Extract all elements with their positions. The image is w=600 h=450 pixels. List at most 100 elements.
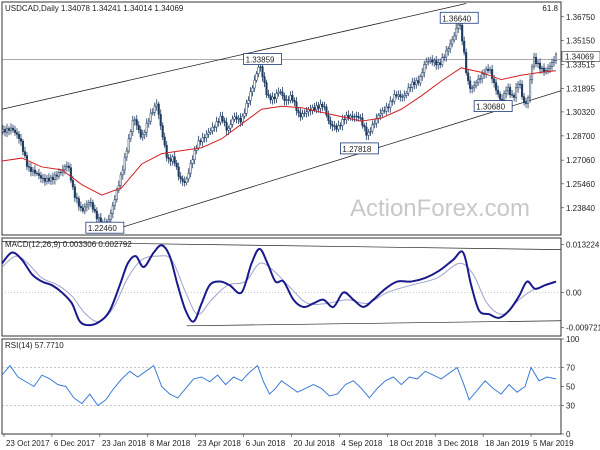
macd-trend-line-1 — [186, 320, 562, 327]
candle-body — [517, 83, 520, 89]
x-tick-label: 6 Dec 2017 — [54, 439, 95, 448]
candle-body — [41, 177, 44, 179]
candle-body — [479, 78, 482, 80]
rsi-y-tick-label: 70 — [566, 364, 575, 373]
x-tick-label: 3 Dec 2018 — [437, 439, 478, 448]
price-y-tick-label: 1.31895 — [566, 85, 595, 94]
price-annotation-label: 1.27818 — [342, 145, 371, 154]
candle-body — [125, 150, 128, 158]
candle-body — [449, 43, 452, 49]
candle-body — [405, 93, 408, 96]
candle-body — [373, 122, 376, 126]
candle-body — [285, 99, 288, 101]
candle-body — [175, 162, 178, 168]
candle-body — [249, 91, 252, 101]
candle-body — [129, 131, 132, 139]
candle-body — [77, 198, 80, 207]
x-tick-label: 18 Oct 2018 — [389, 439, 433, 448]
price-annotation-box — [243, 53, 282, 65]
candle-body — [53, 174, 56, 180]
candle-body — [445, 50, 448, 58]
price-annotation-label: 1.36640 — [442, 14, 471, 23]
x-tick-label: 20 Jul 2018 — [293, 439, 335, 448]
candle-body — [515, 87, 518, 98]
candle-body — [135, 119, 138, 126]
candle-body — [281, 91, 284, 96]
price-y-tick-label: 1.25460 — [566, 180, 595, 189]
candle-body — [341, 119, 344, 127]
candle-body — [323, 106, 326, 108]
candle-body — [519, 83, 522, 85]
candle-body — [554, 54, 558, 62]
candle-body — [429, 59, 432, 62]
candle-body — [1, 129, 5, 132]
candle-body — [81, 207, 84, 212]
candle-body — [269, 95, 272, 101]
candle-body — [243, 112, 246, 117]
candle-body — [83, 206, 86, 212]
candle-body — [361, 117, 364, 126]
candle-body — [349, 115, 352, 119]
candle-body — [113, 199, 116, 207]
candle-body — [147, 120, 150, 124]
candle-body — [197, 140, 200, 149]
candle-body — [43, 178, 46, 182]
price-annotation-box — [339, 142, 379, 155]
candle-body — [5, 128, 9, 133]
candle-body — [525, 102, 528, 104]
candle-body — [231, 118, 234, 125]
macd-line — [1, 244, 557, 327]
x-tick-label: 23 Apr 2018 — [198, 439, 242, 448]
candle-body — [193, 150, 196, 160]
candle-body — [107, 219, 110, 222]
candle-body — [501, 99, 504, 101]
candle-body — [536, 62, 540, 65]
candle-body — [461, 24, 464, 42]
candle-body — [393, 94, 396, 102]
candle-body — [215, 121, 218, 128]
candle-body — [417, 80, 420, 84]
candle-body — [11, 127, 15, 131]
candle-body — [27, 166, 31, 168]
candle-body — [3, 129, 7, 133]
candle-body — [469, 80, 472, 89]
candle-body — [481, 73, 484, 79]
candle-body — [45, 177, 48, 182]
candle-body — [23, 151, 27, 156]
candle-body — [253, 79, 256, 89]
candle-body — [343, 119, 346, 121]
moving-average-line — [1, 67, 557, 196]
candle-body — [217, 121, 220, 123]
candle-body — [335, 125, 338, 130]
macd-panel-title: MACD(12,26,9) 0.003306 0.002792 — [5, 240, 132, 249]
candle-body — [119, 174, 122, 186]
candle-body — [283, 95, 286, 101]
candle-body — [57, 172, 60, 177]
candle-body — [63, 166, 66, 170]
candle-body — [415, 80, 418, 86]
candle-body — [13, 129, 17, 133]
candle-body — [33, 169, 36, 174]
candle-body — [29, 167, 32, 172]
candle-body — [385, 106, 388, 112]
price-y-tick-label: 1.23840 — [566, 204, 595, 213]
price-y-tick-label: 1.30320 — [566, 108, 595, 117]
candle-body — [455, 28, 458, 37]
candle-body — [171, 156, 174, 162]
price-y-tick-label: 1.28700 — [566, 132, 595, 141]
candle-body — [237, 117, 240, 120]
macd-y-tick-label: -0.009721 — [566, 324, 600, 333]
candle-body — [149, 112, 152, 122]
x-tick-label: 23 Oct 2017 — [6, 439, 50, 448]
candle-body — [65, 165, 68, 168]
candle-body — [299, 112, 302, 118]
candle-body — [141, 134, 144, 138]
macd-y-tick-label: 0.013224 — [566, 240, 600, 249]
candle-body — [275, 93, 278, 100]
candle-body — [359, 117, 362, 119]
candle-body — [548, 66, 552, 69]
candle-body — [465, 52, 468, 74]
candle-body — [379, 113, 382, 116]
candle-body — [313, 107, 316, 111]
